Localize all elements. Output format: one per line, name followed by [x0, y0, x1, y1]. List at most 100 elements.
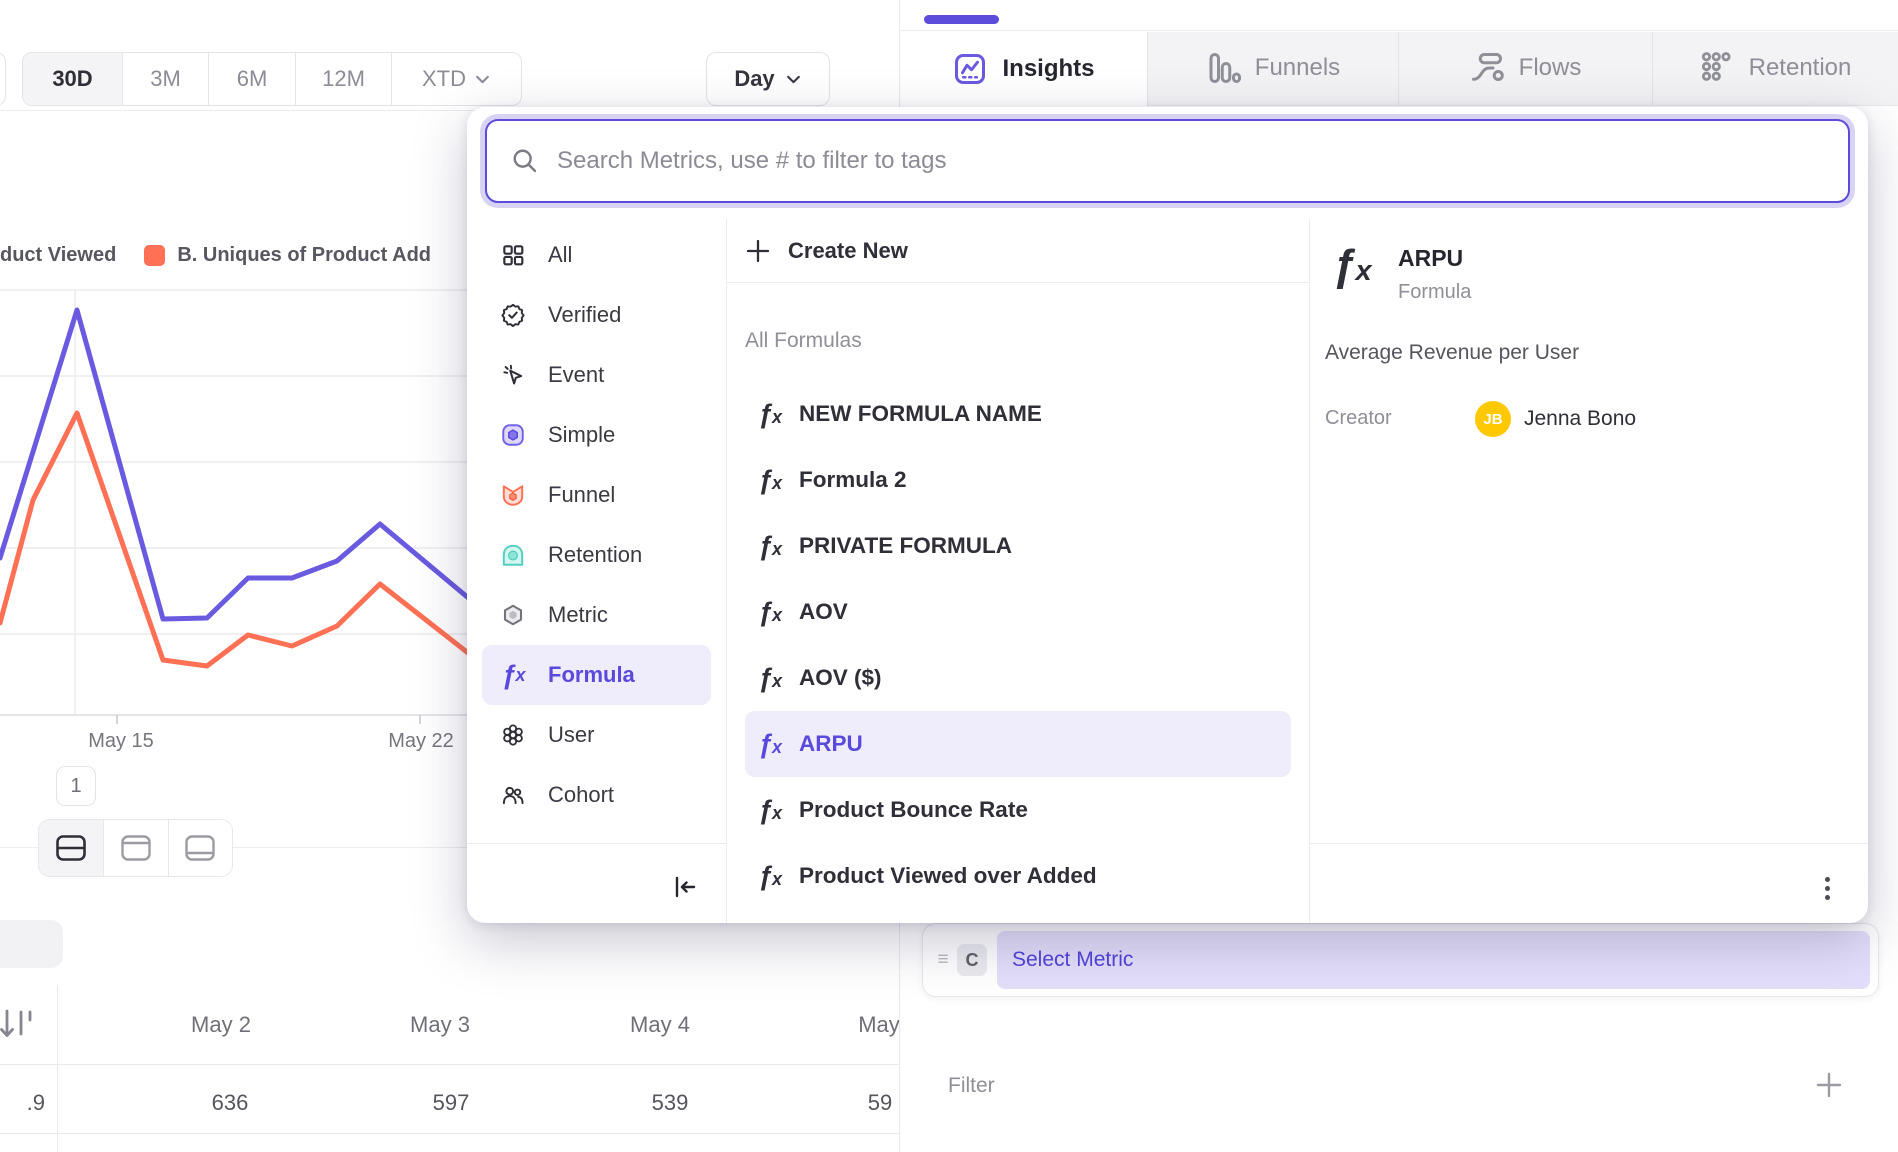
list-section-header: All Formulas: [745, 329, 862, 352]
grid-icon: [503, 245, 524, 266]
category-sidebar: All Verified Event Simple Funnel: [467, 219, 727, 923]
retention-tab-icon: [1701, 52, 1731, 81]
tab-insights[interactable]: Insights: [900, 31, 1147, 106]
formula-item-label: Formula 2: [799, 467, 907, 492]
layout-table-icon: [185, 835, 216, 861]
series-a-line[interactable]: [0, 307, 472, 622]
category-user[interactable]: User: [482, 705, 711, 765]
table-cell: 636: [211, 1090, 249, 1115]
category-funnel[interactable]: Funnel: [482, 465, 711, 525]
category-event[interactable]: Event: [482, 345, 711, 405]
category-label: User: [548, 722, 595, 747]
drag-handle-icon[interactable]: ≡: [937, 949, 949, 970]
select-metric-button[interactable]: Select Metric: [997, 931, 1870, 989]
layout-split-button[interactable]: [39, 820, 104, 876]
time-range-label: 12M: [322, 66, 365, 91]
formula-list-item[interactable]: ƒx AOV ($): [745, 645, 1291, 711]
category-label: Retention: [548, 542, 643, 567]
flows-icon: [1471, 53, 1504, 82]
formula-item-label: Product Bounce Rate: [799, 797, 1028, 822]
table-header-cell[interactable]: May 3: [410, 1012, 470, 1037]
category-metric[interactable]: Metric: [482, 585, 711, 645]
time-range-group: 30D 3M 6M 12M XTD: [22, 52, 522, 106]
category-simple[interactable]: Simple: [482, 405, 711, 465]
category-all[interactable]: All: [482, 225, 711, 285]
event-cursor-icon: [503, 364, 523, 385]
card-top-border: [0, 110, 899, 111]
time-range-3m[interactable]: 3M: [122, 53, 208, 105]
page-number-chip[interactable]: 1: [56, 766, 96, 806]
formula-fx-icon: ƒx: [758, 398, 782, 429]
tab-flows[interactable]: Flows: [1397, 31, 1652, 106]
category-label: Simple: [548, 422, 616, 447]
table-cell: 59: [867, 1090, 893, 1115]
table-header-cell[interactable]: May 2: [191, 1012, 251, 1037]
formula-item-label: NEW FORMULA NAME: [799, 401, 1042, 426]
formula-list-item[interactable]: ƒx AOV: [745, 579, 1291, 645]
layout-table-button[interactable]: [167, 820, 232, 876]
table-header-cell[interactable]: May: [858, 1012, 899, 1037]
category-label: Formula: [548, 662, 635, 687]
time-range-label: 6M: [236, 66, 268, 91]
category-label: Cohort: [548, 782, 615, 807]
time-range-xtd[interactable]: XTD: [391, 53, 521, 105]
create-new-button[interactable]: Create New: [727, 219, 1309, 283]
formula-fx-icon: ƒx: [758, 464, 782, 495]
formula-list-item[interactable]: ƒx Product Bounce Rate: [745, 777, 1291, 843]
granularity-dropdown[interactable]: Day: [706, 52, 830, 106]
verified-badge-icon: [501, 303, 525, 328]
metric-row-letter-badge: C: [957, 944, 987, 976]
sort-descending-icon[interactable]: [0, 1008, 40, 1040]
formula-list-item[interactable]: ƒx NEW FORMULA NAME: [745, 381, 1291, 447]
time-range-partial-button[interactable]: [0, 52, 6, 106]
creator-avatar: JB: [1475, 401, 1511, 437]
formula-item-label: PRIVATE FORMULA: [799, 533, 1012, 558]
formula-fx-icon: ƒx: [758, 860, 782, 891]
formula-list-item[interactable]: ƒx Product Viewed over Added: [745, 843, 1291, 909]
formula-list-item[interactable]: ƒx Formula 2: [745, 447, 1291, 513]
table-header-cell[interactable]: May 4: [630, 1012, 690, 1037]
simple-metric-icon: [502, 424, 524, 446]
modal-body: All Verified Event Simple Funnel: [467, 219, 1868, 923]
category-cohort[interactable]: Cohort: [482, 765, 711, 825]
formula-item-label: AOV ($): [799, 665, 882, 690]
search-icon: [513, 149, 537, 173]
time-range-30d[interactable]: 30D: [23, 53, 122, 105]
table-row-border: [0, 1133, 899, 1134]
layout-chart-button[interactable]: [103, 820, 168, 876]
formula-fx-icon-large: ƒx: [1332, 241, 1372, 290]
series-b-line[interactable]: [0, 410, 472, 669]
legend-series-b-label[interactable]: B. Uniques of Product Add: [177, 243, 432, 266]
metric-hexagon-icon: [503, 604, 523, 626]
time-range-6m[interactable]: 6M: [208, 53, 295, 105]
tab-funnels[interactable]: Funnels: [1146, 31, 1398, 106]
category-verified[interactable]: Verified: [482, 285, 711, 345]
category-retention[interactable]: Retention: [482, 525, 711, 585]
search-input[interactable]: [557, 147, 1848, 175]
page-number: 1: [70, 774, 82, 797]
tab-retention[interactable]: Retention: [1651, 31, 1898, 106]
plus-icon: [746, 239, 770, 262]
collapse-sidebar-button[interactable]: [665, 869, 705, 905]
report-type-tabs: Insights Funnels Flows: [900, 31, 1898, 106]
more-options-button[interactable]: [1812, 871, 1842, 905]
legend-series-a-label[interactable]: duct Viewed: [0, 243, 117, 266]
divider: [0, 847, 38, 848]
create-new-label: Create New: [788, 237, 908, 263]
series-tab-chip[interactable]: [0, 920, 63, 968]
category-label: Event: [548, 362, 605, 387]
formula-list-item[interactable]: ƒx PRIVATE FORMULA: [745, 513, 1291, 579]
time-range-12m[interactable]: 12M: [295, 53, 391, 105]
report-tab-indicator: [924, 15, 999, 24]
time-range-label: XTD: [422, 66, 466, 91]
table-cell: 597: [432, 1090, 470, 1115]
table-first-col-border: [57, 985, 58, 1152]
x-axis-label-may15: May 15: [88, 730, 154, 752]
formula-list-item-selected[interactable]: ƒx ARPU: [745, 711, 1291, 777]
legend-series-b-swatch: [144, 244, 166, 266]
metric-row-card: ≡ C Select Metric: [922, 923, 1879, 997]
line-chart[interactable]: [0, 280, 472, 726]
add-filter-button[interactable]: [1814, 1070, 1844, 1100]
table-cell: .9: [26, 1090, 45, 1115]
